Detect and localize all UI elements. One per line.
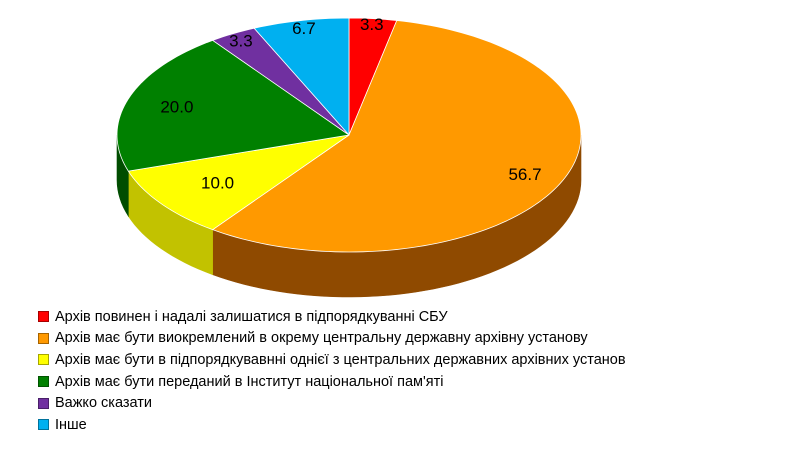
legend-label: Важко сказати	[55, 395, 152, 412]
legend-label: Інше	[55, 416, 87, 433]
legend-label: Архів має бути в підпорядкувавнні однієї…	[55, 351, 626, 368]
legend-item: Архів має бути в підпорядкувавнні однієї…	[38, 349, 626, 371]
legend-swatch	[38, 376, 49, 388]
legend-label: Архів має бути переданий в Інститут наці…	[55, 373, 444, 390]
legend-swatch	[38, 311, 49, 323]
pie-value-label: 6.7	[292, 19, 316, 38]
legend-label: Архів має бути виокремлений в окрему цен…	[55, 330, 588, 347]
pie-value-label: 3.3	[360, 15, 384, 34]
pie-slice	[116, 39, 350, 172]
pie-slice	[253, 17, 350, 136]
pie-top	[116, 17, 582, 253]
legend-swatch	[38, 354, 49, 366]
legend-label: Архів повинен і надалі залишатися в підп…	[55, 308, 448, 325]
legend-swatch	[38, 332, 49, 344]
legend: Архів повинен і надалі залишатися в підп…	[38, 306, 626, 436]
legend-item: Архів має бути переданий в Інститут наці…	[38, 371, 626, 393]
legend-swatch	[38, 397, 49, 409]
pie-labels: 3.3 56.7 10.0 20.0 3.3 6.7	[160, 15, 541, 193]
pie-chart: 3.3 56.7 10.0 20.0 3.3 6.7	[116, 15, 582, 298]
legend-item: Інше	[38, 414, 626, 436]
legend-item: Важко сказати	[38, 392, 626, 414]
legend-item: Архів має бути виокремлений в окрему цен…	[38, 328, 626, 350]
pie-value-label: 20.0	[160, 97, 193, 116]
pie-slice	[127, 134, 350, 231]
pie-slice	[212, 27, 350, 136]
legend-swatch	[38, 419, 49, 431]
legend-item: Архів повинен і надалі залишатися в підп…	[38, 306, 626, 328]
pie-value-label: 3.3	[229, 31, 253, 50]
pie-slice	[212, 20, 582, 253]
pie-value-label: 56.7	[508, 165, 541, 184]
pie-value-label: 10.0	[201, 174, 234, 193]
